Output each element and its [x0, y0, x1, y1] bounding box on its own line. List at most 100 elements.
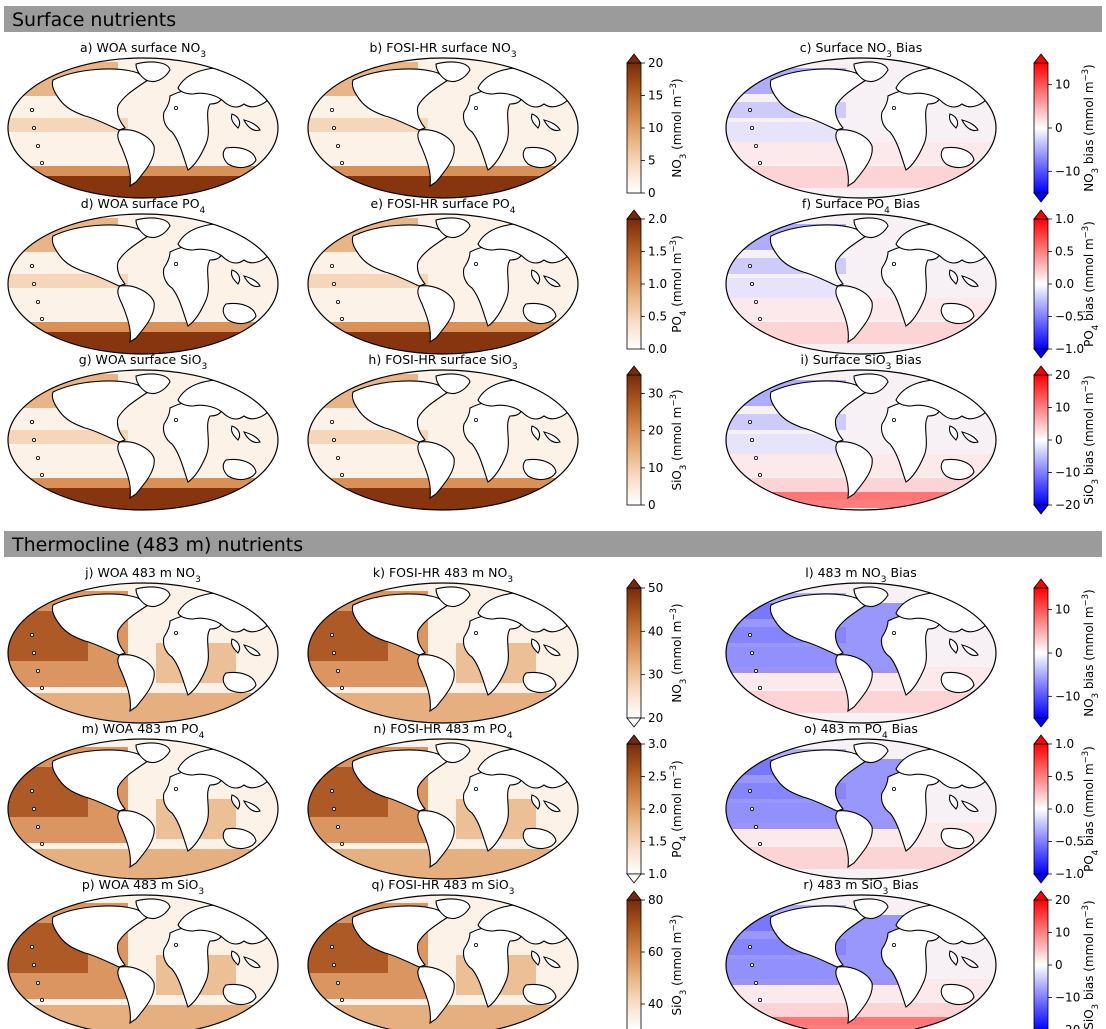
colorbar-gradient: [1033, 218, 1049, 350]
map-panel: c) Surface NO3 Bias: [725, 40, 997, 199]
colorbar-extend-min: [1033, 717, 1049, 728]
section-title-surface: Surface nutrients: [12, 9, 176, 31]
colorbar-tick-label: −20: [1055, 1023, 1080, 1029]
colorbar-tick-label: −1.0: [1055, 342, 1084, 356]
colorbar-tick-label: 2.5: [648, 770, 667, 784]
colorbar-tick-label: 1.0: [1055, 737, 1074, 751]
colorbar-extend-min: [626, 717, 642, 728]
colorbar-tick-label: 20: [1055, 893, 1070, 907]
map-panel: m) WOA 483 m PO4: [7, 721, 279, 880]
colorbar-gradient: [626, 743, 642, 875]
colorbar-extend-max: [1033, 890, 1049, 901]
colorbar-tick-label: −20: [1055, 498, 1080, 512]
colorbar-tick-label: 0: [1055, 958, 1063, 972]
colorbar-extend-min: [1033, 192, 1049, 203]
colorbar-tick-label: 20: [648, 56, 663, 70]
colorbar-extend-max: [626, 734, 642, 745]
colorbar-gradient: [626, 62, 642, 194]
map-panel: f) Surface PO4 Bias: [725, 196, 997, 355]
colorbar-tick-label: 20: [648, 711, 663, 725]
colorbar-gradient: [626, 374, 642, 506]
colorbar-extend-min: [1033, 873, 1049, 884]
colorbar-tick-label: 1.0: [648, 277, 667, 291]
map-panels: a) WOA surface NO3 b) FOSI-HR surface NO3…: [7, 40, 997, 1029]
colorbar-tick-label: 60: [648, 945, 663, 959]
colorbar-tick-label: 30: [648, 668, 663, 682]
colorbar-tick-label: 10: [648, 121, 663, 135]
colorbar-tick-label: −10: [1055, 689, 1080, 703]
colorbar-gradient: [1033, 62, 1049, 194]
colorbar-extend-max: [1033, 209, 1049, 220]
map-panel: n) FOSI-HR 483 m PO4: [307, 721, 579, 880]
colorbar-tick-label: 20: [1055, 368, 1070, 382]
colorbar-gradient: [1033, 899, 1049, 1029]
colorbar-tick-label: 40: [648, 624, 663, 638]
colorbar-extend-max: [626, 209, 642, 220]
colorbar-tick-label: 0: [1055, 646, 1063, 660]
colorbar-tick-label: 2.0: [648, 212, 667, 226]
colorbar-tick-label: 10: [1055, 603, 1070, 617]
colorbar-tick-label: 0: [648, 498, 656, 512]
section-banner-surface: [4, 6, 1102, 32]
colorbar-extend-max: [626, 365, 642, 376]
colorbar-extend-max: [1033, 734, 1049, 745]
colorbar-extend-max: [1033, 53, 1049, 64]
colorbar-tick-label: 80: [648, 893, 663, 907]
colorbar-tick-label: −1.0: [1055, 867, 1084, 881]
map-panel: d) WOA surface PO4: [7, 196, 279, 355]
colorbar-tick-label: 0: [648, 186, 656, 200]
section-banner-thermocline: [4, 531, 1102, 557]
colorbar-tick-label: −10: [1055, 466, 1080, 480]
colorbar-tick-label: 10: [1055, 401, 1070, 415]
colorbar-gradient: [626, 899, 642, 1029]
colorbar-extend-max: [626, 890, 642, 901]
colorbar-tick-label: −10: [1055, 991, 1080, 1005]
colorbar-extend-max: [626, 578, 642, 589]
colorbar-tick-label: 3.0: [648, 737, 667, 751]
colorbar-tick-label: 10: [1055, 926, 1070, 940]
colorbar-gradient: [1033, 374, 1049, 506]
colorbar-tick-label: 30: [648, 387, 663, 401]
colorbar-extend-max: [1033, 365, 1049, 376]
colorbar-tick-label: 0.0: [1055, 277, 1074, 291]
colorbar-gradient: [1033, 743, 1049, 875]
colorbar-gradient: [626, 587, 642, 719]
colorbar-tick-label: 50: [648, 581, 663, 595]
colorbar-tick-label: 1.0: [648, 867, 667, 881]
map-panel: b) FOSI-HR surface NO3: [307, 40, 579, 199]
colorbar-tick-label: 0.5: [648, 310, 667, 324]
colorbar-tick-label: 10: [648, 461, 663, 475]
colorbar-tick-label: 20: [648, 424, 663, 438]
colorbar-gradient: [1033, 587, 1049, 719]
colorbar-tick-label: 0.5: [1055, 770, 1074, 784]
colorbar-tick-label: 0.0: [648, 342, 667, 356]
colorbar-extend-max: [626, 53, 642, 64]
colorbar-tick-label: 1.5: [648, 245, 667, 259]
colorbar-tick-label: 10: [1055, 78, 1070, 92]
colorbar-tick-label: 1.5: [648, 835, 667, 849]
colorbar-extend-min: [626, 873, 642, 884]
colorbar-tick-label: 0: [1055, 121, 1063, 135]
colorbar-tick-label: 5: [648, 154, 656, 168]
colorbar-tick-label: 40: [648, 997, 663, 1011]
colorbar-tick-label: 15: [648, 89, 663, 103]
colorbar-tick-label: 0: [1055, 433, 1063, 447]
colorbar-tick-label: −0.5: [1055, 835, 1084, 849]
colorbar-tick-label: −0.5: [1055, 310, 1084, 324]
colorbar-tick-label: 0.5: [1055, 245, 1074, 259]
colorbar-tick-label: 0.0: [1055, 802, 1074, 816]
colorbar-extend-min: [1033, 348, 1049, 359]
colorbar-extend-min: [1033, 504, 1049, 515]
colorbar-gradient: [626, 218, 642, 350]
colorbar-extend-max: [1033, 578, 1049, 589]
colorbar-tick-label: −10: [1055, 164, 1080, 178]
section-title-thermocline: Thermocline (483 m) nutrients: [11, 534, 303, 556]
map-panel: l) 483 m NO3 Bias: [725, 565, 997, 724]
colorbar-tick-label: 1.0: [1055, 212, 1074, 226]
colorbar-tick-label: 2.0: [648, 802, 667, 816]
